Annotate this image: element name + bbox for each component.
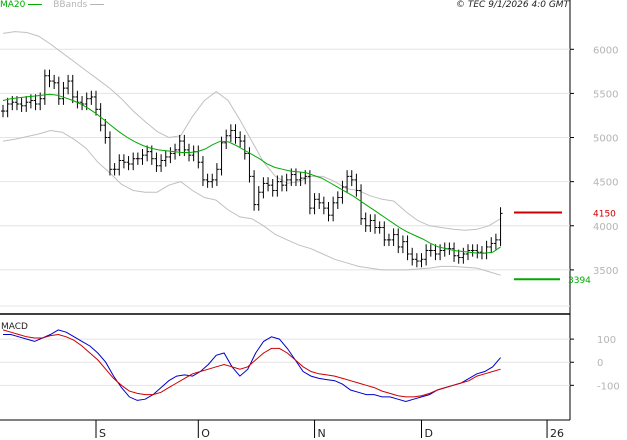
macd-panel-title: MACD (1, 322, 28, 332)
price-tick-label: 6000 (593, 45, 618, 56)
ma20-line (2, 93, 501, 254)
price-tick-label: 4000 (593, 222, 618, 233)
support-label: 3394 (568, 276, 591, 286)
bband-lower-line (2, 129, 501, 276)
x-tick-label: 26 (550, 427, 564, 440)
price-tick-label: 4500 (593, 178, 618, 189)
legend-ma20: MA20 (0, 0, 43, 10)
x-tick-label: D (425, 427, 433, 440)
x-tick-label: O (201, 427, 210, 440)
resistance-label: 4150 (593, 210, 616, 220)
price-tick-label: 5500 (593, 89, 618, 100)
macd-line (3, 329, 501, 403)
x-tick-label: S (99, 427, 106, 440)
macd-tick-label: -100 (597, 381, 620, 392)
macd-signal-line (2, 329, 501, 398)
x-tick-label: N (318, 427, 326, 440)
price-tick-label: 5000 (593, 134, 618, 145)
macd-tick-label: 100 (597, 335, 616, 346)
price-tick-label: 3500 (593, 266, 618, 277)
macd-tick-label: 0 (597, 358, 603, 369)
legend-bbands: BBands (53, 0, 105, 10)
legend: MA20 BBands (0, 0, 105, 11)
timestamp-copyright: © TEC 9/1/2026 4:0 GMT (456, 0, 570, 10)
bband-upper-line (2, 31, 501, 231)
